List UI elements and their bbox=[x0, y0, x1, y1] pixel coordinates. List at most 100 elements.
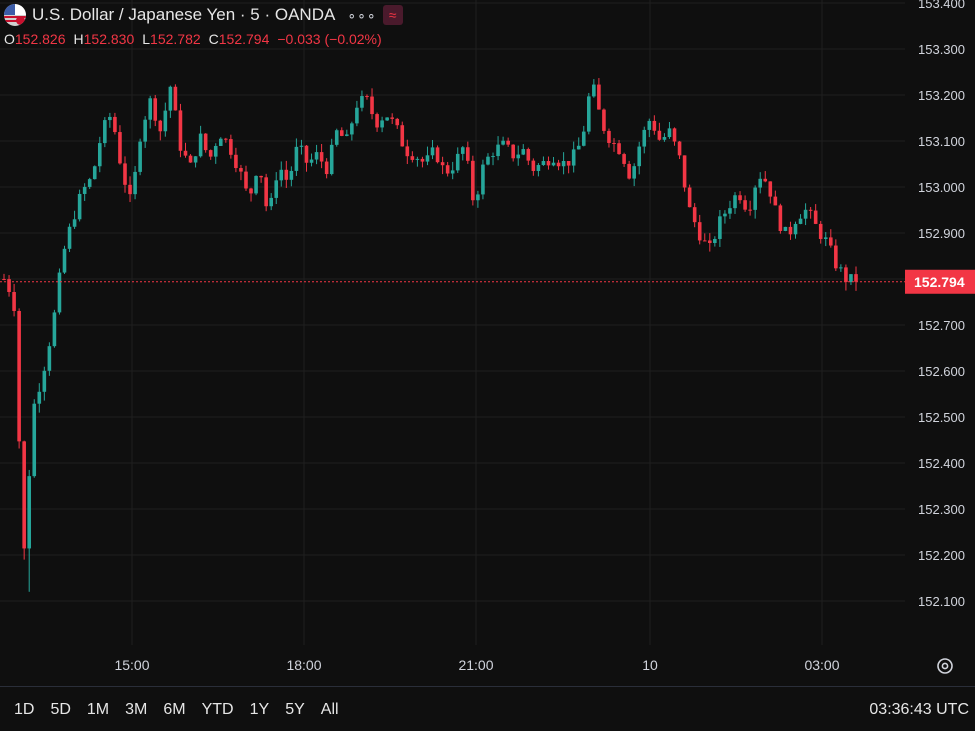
candle-body bbox=[395, 118, 400, 126]
candle-body bbox=[198, 133, 203, 157]
candle-body bbox=[713, 238, 717, 244]
more-options-icon[interactable]: ∘∘∘ bbox=[347, 6, 377, 23]
candle-body bbox=[647, 120, 652, 130]
candle-body bbox=[289, 170, 294, 180]
candle-body bbox=[309, 159, 314, 163]
candle-body bbox=[642, 129, 647, 147]
candle-body bbox=[581, 131, 586, 146]
candle-body bbox=[133, 171, 137, 195]
candle-body bbox=[440, 162, 445, 166]
price-tick-label: 153.300 bbox=[918, 42, 965, 57]
candle-body bbox=[773, 196, 778, 206]
candle-body bbox=[839, 267, 843, 269]
candle-body bbox=[380, 120, 384, 128]
candle-body bbox=[723, 213, 727, 217]
candle-body bbox=[450, 170, 455, 174]
candle-body bbox=[365, 96, 369, 98]
candle-body bbox=[748, 209, 752, 211]
candle-body bbox=[662, 137, 667, 140]
price-tick-label: 152.900 bbox=[918, 226, 965, 241]
candle-body bbox=[7, 279, 11, 293]
range-5d[interactable]: 5D bbox=[50, 701, 71, 718]
candle-body bbox=[566, 160, 571, 166]
symbol-title[interactable]: U.S. Dollar / Japanese Yen · 5 · OANDA bbox=[32, 5, 336, 24]
candle-body bbox=[113, 116, 117, 133]
symbol-legend: U.S. Dollar / Japanese Yen · 5 · OANDA ∘… bbox=[4, 2, 403, 54]
candle-body bbox=[707, 240, 712, 244]
candle-body bbox=[304, 145, 309, 163]
time-tick-label: 15:00 bbox=[114, 657, 149, 673]
candle-body bbox=[733, 195, 737, 209]
candle-body bbox=[158, 120, 163, 132]
candle-body bbox=[163, 110, 168, 132]
candle-body bbox=[37, 391, 42, 404]
candle-body bbox=[208, 150, 213, 157]
chart-grid bbox=[0, 0, 905, 645]
candle-body bbox=[345, 134, 349, 136]
candle-body bbox=[42, 370, 47, 392]
candle-body bbox=[82, 186, 87, 194]
price-tick-label: 152.200 bbox=[918, 548, 965, 563]
candle-body bbox=[587, 96, 591, 132]
candle-body bbox=[551, 162, 556, 166]
range-1d[interactable]: 1D bbox=[14, 701, 35, 718]
candle-body bbox=[47, 346, 52, 371]
candle-body bbox=[254, 175, 258, 194]
indicator-wave-icon[interactable]: ≈ bbox=[382, 5, 403, 25]
range-3m[interactable]: 3M bbox=[125, 701, 148, 718]
current-price-tag: 152.794 bbox=[905, 269, 975, 294]
candle-body bbox=[687, 187, 692, 208]
candle-body bbox=[526, 149, 531, 161]
current-price-tag-bg bbox=[905, 269, 975, 294]
chart-settings-icon[interactable] bbox=[935, 656, 955, 676]
candle-body bbox=[274, 180, 279, 198]
range-ytd[interactable]: YTD bbox=[201, 701, 234, 718]
candle-body bbox=[143, 119, 147, 142]
price-tick-label: 153.200 bbox=[918, 88, 965, 103]
candle-body bbox=[702, 240, 707, 242]
candle-body bbox=[798, 218, 803, 224]
price-tick-label: 152.400 bbox=[918, 456, 965, 471]
price-tick-label: 153.000 bbox=[918, 180, 965, 195]
time-tick-label: 18:00 bbox=[286, 657, 321, 673]
candle-body bbox=[249, 188, 253, 194]
candle-body bbox=[597, 84, 601, 110]
low-label: L bbox=[142, 31, 151, 47]
candle-body bbox=[793, 223, 798, 235]
candle-body bbox=[511, 144, 515, 159]
candle-body bbox=[430, 147, 435, 156]
candle-body bbox=[350, 123, 354, 135]
candle-body bbox=[148, 98, 153, 120]
candle-body bbox=[410, 156, 415, 160]
candle-body bbox=[778, 205, 783, 231]
candle-body bbox=[486, 156, 490, 165]
price-chart[interactable]: 153.400 153.300 153.200 153.100 153.000 152.9… bbox=[0, 0, 975, 686]
range-5y[interactable]: 5Y bbox=[285, 701, 305, 718]
candle-body bbox=[602, 109, 606, 131]
candle-body bbox=[768, 181, 773, 197]
candle-body bbox=[531, 160, 536, 171]
timezone-clock[interactable]: 03:36:43 UTC bbox=[869, 701, 969, 718]
range-1y[interactable]: 1Y bbox=[249, 701, 270, 718]
price-tick-label: 152.600 bbox=[918, 364, 965, 379]
bottom-toolbar: 1D 5D 1M 3M 6M YTD 1Y 5Y All 03:36:43 UTC bbox=[0, 686, 975, 731]
candle-body bbox=[375, 114, 379, 128]
candle-body bbox=[67, 226, 72, 249]
range-6m[interactable]: 6M bbox=[163, 701, 186, 718]
range-all[interactable]: All bbox=[320, 701, 339, 718]
candle-body bbox=[803, 209, 808, 219]
candle-body bbox=[496, 144, 500, 157]
ohlc-values: O 152.826 H 152.830 L 152.782 C 152.794 … bbox=[4, 28, 403, 50]
candle-body bbox=[385, 117, 389, 121]
candle-body bbox=[435, 147, 440, 163]
candle-body bbox=[516, 154, 521, 159]
candle-body bbox=[193, 156, 198, 163]
candle-body bbox=[728, 208, 732, 214]
candle-body bbox=[239, 168, 243, 172]
price-tick-label: 153.400 bbox=[918, 0, 965, 11]
candle-body bbox=[2, 279, 6, 280]
candle-body bbox=[546, 161, 551, 166]
candle-body bbox=[632, 166, 636, 179]
range-1m[interactable]: 1M bbox=[86, 701, 110, 718]
close-value: 152.794 bbox=[218, 31, 270, 47]
